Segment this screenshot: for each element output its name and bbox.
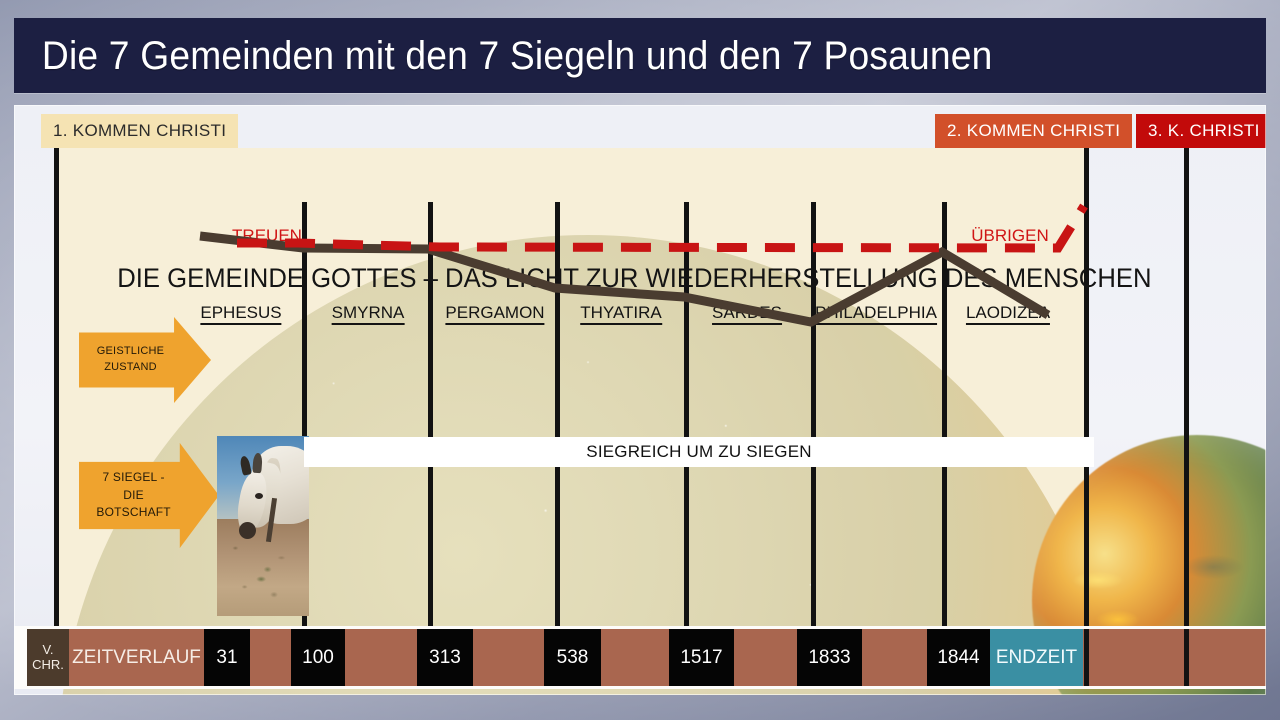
- church-label-text: EPHESUS: [200, 303, 282, 325]
- timeline-year-text: 538: [556, 646, 589, 668]
- timeline-label-zeitverlauf: ZEITVERLAUF: [69, 629, 204, 686]
- era-divider-line: [555, 202, 560, 626]
- arrow-label-line3: BOTSCHAFT: [96, 505, 171, 520]
- church-label-text: SARDES: [712, 303, 782, 325]
- siegreich-banner: SIEGREICH UM ZU SIEGEN: [304, 437, 1094, 467]
- church-label-thyatira: THYATIRA: [580, 303, 662, 325]
- timeline-year-100: 100: [291, 629, 345, 686]
- badge-second-coming: 2. KOMMEN CHRISTI: [935, 114, 1133, 148]
- timeline-tail-band: [1083, 629, 1266, 686]
- legend-label-treuen: TREUEN: [232, 226, 302, 245]
- timeline-endzeit-cell: ENDZEIT: [990, 629, 1083, 686]
- arrow-label-line1: GEISTLICHE: [96, 345, 165, 358]
- arrow-label-line2: ZUSTAND: [104, 361, 157, 373]
- church-label-laodizea: LAODIZEA: [965, 303, 1051, 325]
- horse-image-ground: [217, 518, 309, 616]
- era-divider-line: [302, 202, 307, 626]
- church-label-text: LAODIZEA: [965, 303, 1051, 325]
- church-label-text: THYATIRA: [580, 303, 662, 325]
- era-divider-line: [811, 202, 816, 626]
- timeline-year-1844: 1844: [927, 629, 990, 686]
- slide-title: Die 7 Gemeinden mit den 7 Siegeln und de…: [41, 33, 993, 78]
- arrow-label: GEISTLICHE ZUSTAND: [84, 344, 176, 376]
- arrow-label: 7 SIEGEL - DIE BOTSCHAFT: [85, 469, 183, 521]
- white-horse-image: [217, 436, 309, 616]
- era-divider-line: [1084, 148, 1089, 626]
- timeline-year-31: 31: [204, 629, 250, 686]
- church-label-ephesus: EPHESUS: [200, 303, 282, 325]
- horse-eye: [255, 493, 263, 499]
- church-label-smyrna: SMYRNA: [331, 303, 405, 325]
- timeline-endzeit-text: ENDZEIT: [995, 646, 1078, 668]
- timeline-year-text: 100: [302, 646, 334, 668]
- timeline-year-text: 1833: [808, 646, 851, 668]
- timeline-year-text: 31: [216, 646, 238, 668]
- timeline-year-1517: 1517: [669, 629, 734, 686]
- badge-third-coming-label: 3. K. CHRISTI: [1148, 121, 1260, 140]
- slide-title-bar: Die 7 Gemeinden mit den 7 Siegeln und de…: [14, 18, 1266, 93]
- church-label-text: PHILADELPHIA: [815, 303, 937, 325]
- timeline-before-christ-line2: CHR.: [32, 656, 64, 672]
- arrow-label-line2: DIE: [123, 487, 144, 502]
- legend-label-uebrigen: ÜBRIGEN: [971, 226, 1049, 245]
- page-title: DIE GEMEINDE GOTTES – DAS LICHT ZUR WIED…: [117, 263, 1152, 293]
- timeline-before-christ-line1: V.: [42, 641, 54, 657]
- arrow-label-line1: 7 SIEGEL -: [102, 470, 165, 485]
- horse-ear: [252, 452, 263, 474]
- timeline-year-538: 538: [544, 629, 601, 686]
- church-label-sardes: SARDES: [712, 303, 782, 325]
- timeline-divider-line: [1184, 629, 1189, 686]
- church-label-text: SMYRNA: [331, 303, 405, 325]
- timeline: V. CHR. ZEITVERLAUF 31 100 313 538: [14, 626, 1266, 689]
- era-divider-line: [1184, 148, 1189, 626]
- era-divider-line: [428, 202, 433, 626]
- era-divider-line: [684, 202, 689, 626]
- timeline-year-313: 313: [417, 629, 473, 686]
- timeline-row: V. CHR. ZEITVERLAUF 31 100 313 538: [14, 629, 1266, 686]
- timeline-year-text: 313: [429, 646, 461, 668]
- timeline-divider-line: [1084, 629, 1089, 686]
- horse-muzzle: [239, 522, 256, 539]
- badge-third-coming: 3. K. CHRISTI: [1136, 114, 1266, 148]
- church-label-philadelphia: PHILADELPHIA: [815, 303, 937, 325]
- badge-second-coming-label: 2. KOMMEN CHRISTI: [947, 121, 1121, 140]
- slide-canvas: 1. KOMMEN CHRISTI 2. KOMMEN CHRISTI 3. K…: [14, 105, 1266, 695]
- timeline-year-1833: 1833: [797, 629, 862, 686]
- era-divider-line: [54, 148, 59, 626]
- era-divider-line: [942, 202, 947, 626]
- church-label-text: PERGAMON: [445, 303, 545, 325]
- timeline-year-text: 1517: [680, 646, 723, 668]
- siegreich-banner-text: SIEGREICH UM ZU SIEGEN: [586, 442, 812, 461]
- badge-first-coming-label: 1. KOMMEN CHRISTI: [53, 121, 227, 140]
- badge-first-coming: 1. KOMMEN CHRISTI: [41, 114, 239, 148]
- church-label-pergamon: PERGAMON: [445, 303, 545, 325]
- timeline-before-christ-cell: V. CHR.: [27, 629, 69, 686]
- timeline-label-zeitverlauf-text: ZEITVERLAUF: [72, 646, 201, 668]
- timeline-year-text: 1844: [937, 646, 980, 668]
